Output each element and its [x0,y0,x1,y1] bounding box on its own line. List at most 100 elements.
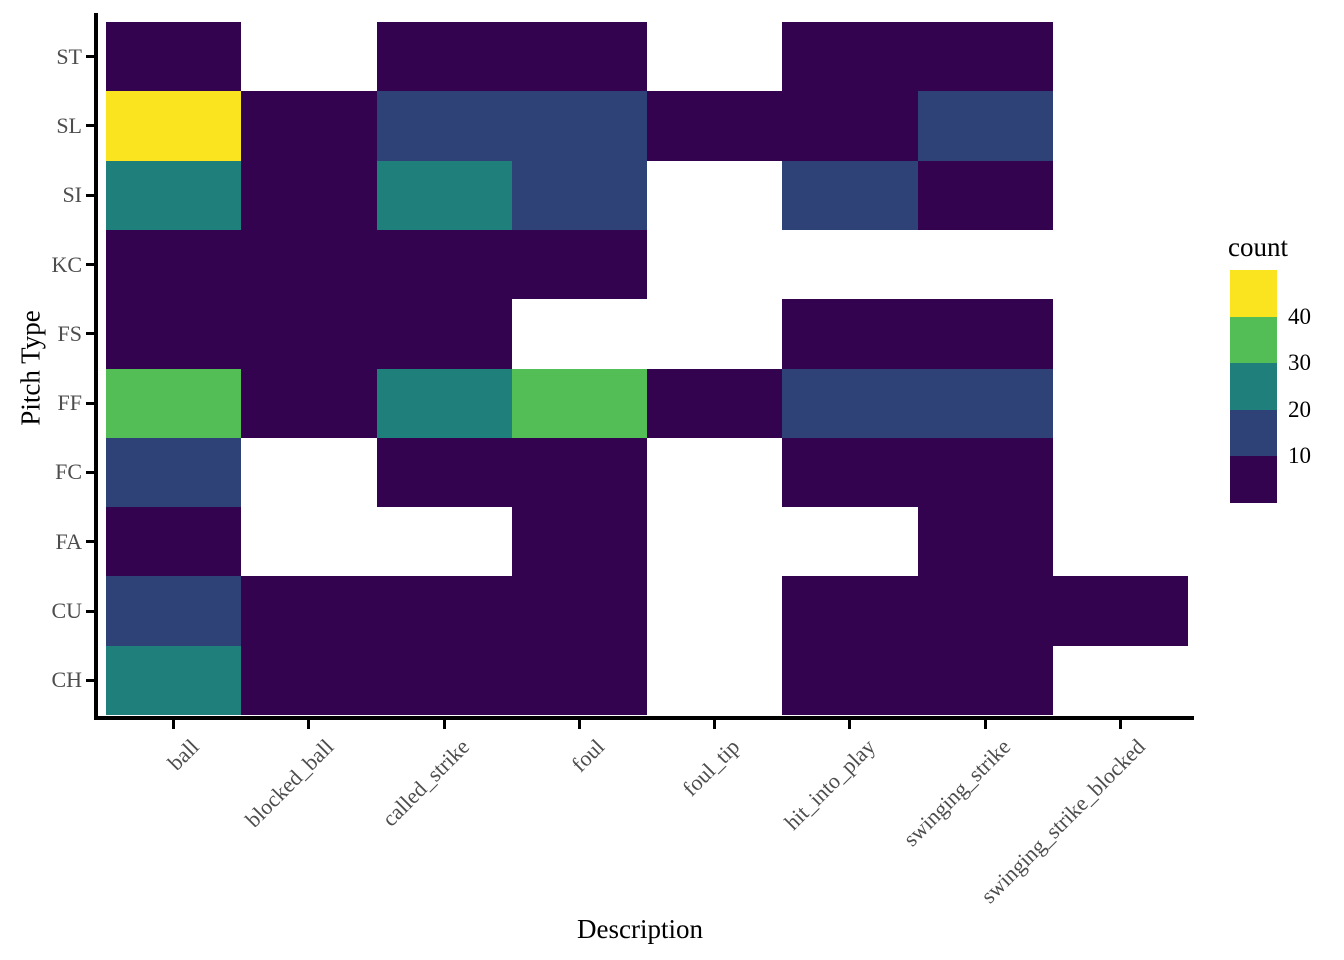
heatmap-cell [511,645,647,715]
heatmap-cell [647,91,783,161]
legend-swatch [1230,270,1277,317]
x-tick [172,720,176,729]
x-tick-label: foul_tip [677,734,745,801]
heatmap-cell-empty [647,161,782,230]
heatmap-cell [106,437,242,508]
heatmap-cell-empty [241,438,376,507]
heatmap-cell [917,368,1053,438]
heatmap-cell [106,91,242,161]
heatmap-cell [376,645,512,715]
heatmap-cell [782,437,918,508]
x-tick [442,720,446,729]
heatmap-cell [511,576,647,646]
legend-color-bar [1230,270,1277,503]
heatmap-cell [106,229,242,300]
heatmap-cell-empty [377,507,512,576]
heatmap-cell [376,299,512,369]
heatmap-cell [647,368,783,438]
heatmap-cell-empty [512,299,647,368]
heatmap-cell [241,160,377,230]
heatmap-cell [511,229,647,300]
heatmap-cell [106,645,242,715]
heatmap-cell [376,437,512,508]
heatmap-cell [511,507,647,577]
legend-swatch [1230,363,1277,410]
legend-swatch [1230,316,1277,364]
heatmap-cell [782,160,918,230]
heatmap-cell [1052,576,1188,646]
heatmap-cell-empty [1053,369,1188,438]
heatmap-cell [376,576,512,646]
legend-tick-label: 40 [1288,303,1311,329]
heatmap-cell [376,160,512,230]
x-axis-line [94,716,1194,720]
x-tick [983,720,987,729]
heatmap-cell [782,299,918,369]
x-tick [848,720,852,729]
heatmap-cell-empty [918,230,1053,299]
heatmap-cell [241,368,377,438]
heatmap-cell-empty [241,507,376,576]
heatmap-cell-empty [647,22,782,91]
heatmap-cell-empty [647,230,782,299]
heatmap-cell [106,368,242,438]
heatmap-cell-empty [647,507,782,576]
heatmap-cell [782,368,918,438]
y-tick [86,540,95,544]
heatmap-cell [106,22,242,92]
y-tick [86,401,95,405]
heatmap-cell [511,160,647,230]
y-tick [86,470,95,474]
heatmap-cell [511,91,647,161]
y-axis-line [94,13,98,720]
heatmap-cell [511,368,647,438]
x-tick-label: ball [162,734,204,776]
heatmap-panel [106,22,1188,715]
heatmap-cell-empty [647,576,782,645]
heatmap-cell-empty [241,22,376,91]
heatmap-cell [241,645,377,715]
heatmap-cell-empty [1053,230,1188,299]
y-tick-label: FS [57,320,82,346]
heatmap-cell-empty [782,230,917,299]
heatmap-cell-empty [647,438,782,507]
y-tick-label: FF [57,390,82,416]
heatmap-cell-empty [1053,161,1188,230]
heatmap-cell [376,22,512,92]
x-tick-label: swinging_strike [897,734,1015,852]
x-tick [307,720,311,729]
heatmap-cell [376,91,512,161]
heatmap-cell [782,576,918,646]
x-axis-title: Description [577,914,703,944]
heatmap-cell-empty [1053,507,1188,576]
heatmap-cell [917,645,1053,715]
heatmap-cell [106,576,242,646]
heatmap-cell [241,229,377,300]
y-tick [86,263,95,267]
y-axis-title: Pitch Type [15,310,46,426]
heatmap-cell [106,299,242,369]
y-tick [86,55,95,59]
x-tick [1118,720,1122,729]
y-tick [86,193,95,197]
y-tick-label: FC [55,459,82,485]
y-tick [86,332,95,336]
legend-tick-label: 30 [1288,350,1311,376]
heatmap-cell [511,22,647,92]
x-tick-label: hit_into_play [778,734,880,835]
heatmap-cell [376,368,512,438]
heatmap-cell [106,507,242,577]
x-tick [713,720,717,729]
x-tick [577,720,581,729]
x-tick-label: blocked_ball [240,734,339,833]
heatmap-cell [917,576,1053,646]
x-tick-label: foul [566,734,610,777]
heatmap-cell [782,22,918,92]
heatmap-cell [511,437,647,508]
legend-swatch [1230,456,1277,503]
y-tick [86,124,95,128]
heatmap-cell [917,22,1053,92]
y-tick [86,609,95,613]
heatmap-cell-empty [1053,22,1188,91]
